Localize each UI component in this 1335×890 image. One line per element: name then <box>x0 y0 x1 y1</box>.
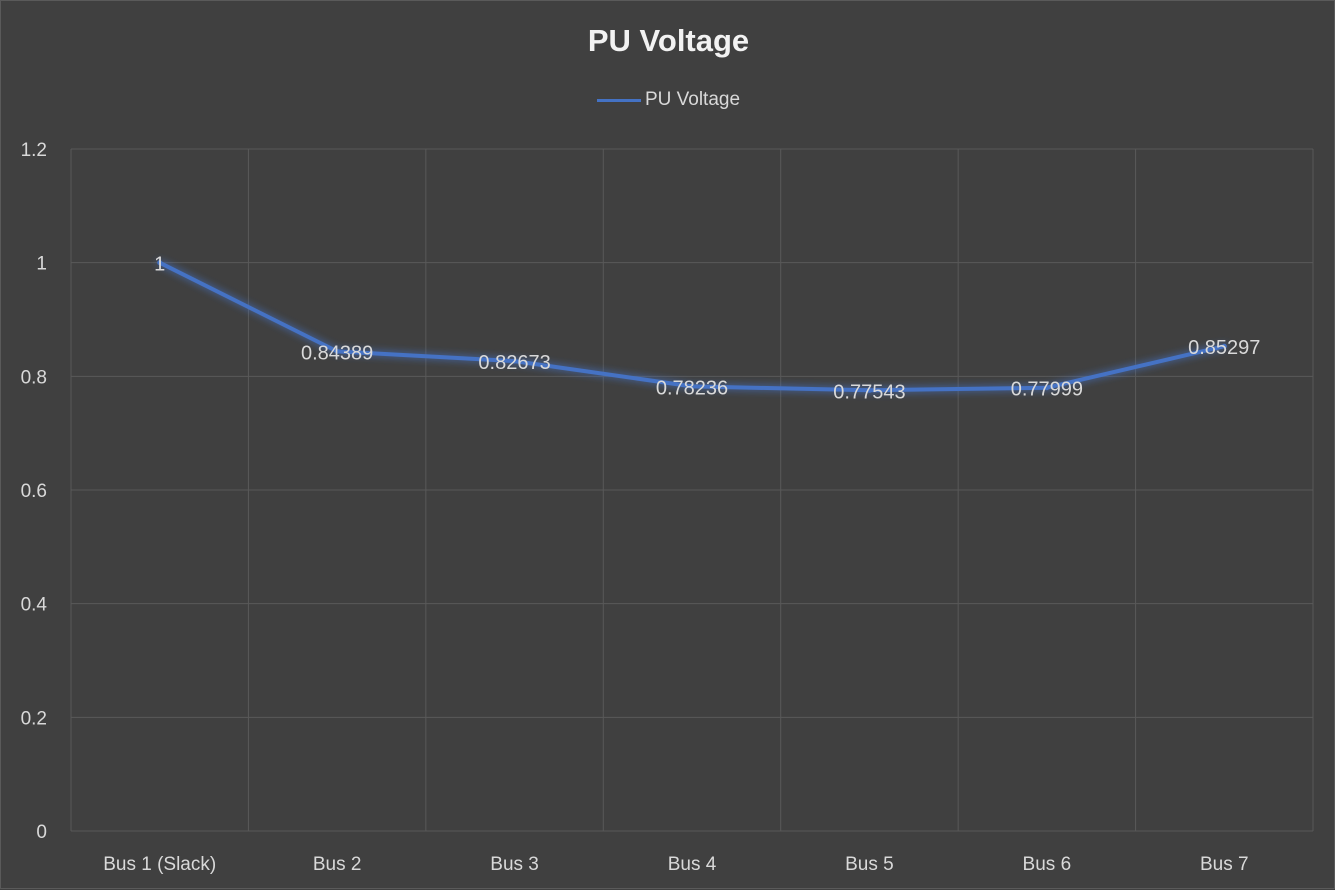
y-tick-label: 0.8 <box>21 367 47 388</box>
y-tick-label: 0.4 <box>21 595 48 616</box>
data-point <box>866 387 872 393</box>
legend: PU Voltage <box>1 89 1335 111</box>
data-label: 0.77999 <box>1011 379 1083 401</box>
x-tick-label: Bus 5 <box>845 854 894 875</box>
data-point <box>1221 343 1227 349</box>
y-tick-label: 1 <box>36 254 47 275</box>
data-label: 0.77543 <box>833 381 905 403</box>
x-tick-label: Bus 1 (Slack) <box>103 854 216 875</box>
data-label: 0.82673 <box>478 352 550 374</box>
series-line <box>157 260 1227 393</box>
legend-swatch <box>596 98 641 102</box>
x-tick-label: Bus 2 <box>313 854 362 875</box>
data-label-layer: 1 0.84389 0.82673 0.78236 0.77543 0.77999 0.85… <box>154 254 1260 404</box>
x-tick-label: Bus 3 <box>490 854 539 875</box>
grid-layer <box>70 148 1314 832</box>
data-label: 1 <box>154 254 165 276</box>
data-label: 0.84389 <box>301 342 373 364</box>
axis-layer: 0 0.2 0.4 0.6 0.8 1 1.2 Bus 1 (Slack) Bus 2 Bus 3… <box>21 140 1249 875</box>
x-tick-label: Bus 4 <box>668 854 717 875</box>
data-label: 0.78236 <box>656 377 728 399</box>
legend-label: PU Voltage <box>644 89 741 110</box>
y-tick-label: 0.2 <box>21 708 47 729</box>
data-point <box>689 383 695 389</box>
series-layer <box>157 260 1227 393</box>
data-point <box>334 348 340 354</box>
y-tick-label: 0 <box>36 822 47 843</box>
x-tick-label: Bus 7 <box>1200 854 1249 875</box>
x-tick-label: Bus 6 <box>1023 854 1072 875</box>
chart-title: PU Voltage <box>587 23 750 58</box>
data-point <box>1044 385 1050 391</box>
y-tick-label: 1.2 <box>21 140 47 161</box>
data-point <box>512 358 518 364</box>
y-tick-label: 0.6 <box>21 481 47 502</box>
data-point <box>157 260 163 266</box>
data-label: 0.85297 <box>1188 337 1260 359</box>
